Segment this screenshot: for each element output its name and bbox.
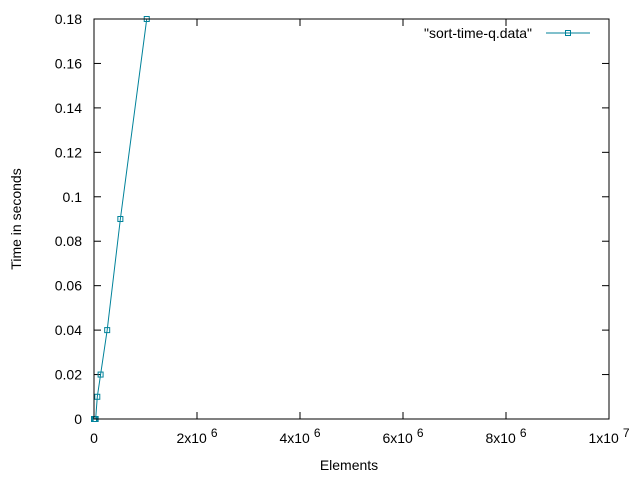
x-tick-exponent: 6 [520, 426, 527, 440]
x-tick-label: 4x10 6 [279, 426, 320, 446]
y-tick-label: 0.02 [55, 367, 82, 383]
x-tick-exponent: 6 [417, 426, 424, 440]
legend-label: "sort-time-q.data" [424, 25, 532, 41]
x-tick-label: 1x10 7 [588, 426, 629, 446]
y-tick-label: 0.16 [55, 55, 82, 71]
y-tick-label: 0.12 [55, 144, 82, 160]
x-tick-base: 0 [90, 430, 98, 446]
axis-ticks [93, 18, 610, 420]
y-tick-label: 0 [74, 411, 82, 427]
data-point [94, 393, 101, 400]
x-tick-labels: 0 2x10 6 4x10 6 6x10 6 8x10 6 1x10 7 [90, 426, 630, 446]
y-axis-label: Time in seconds [8, 168, 24, 269]
legend: "sort-time-q.data" [424, 25, 590, 41]
x-tick-label: 0 [90, 430, 98, 446]
y-tick-label: 0.18 [55, 11, 82, 27]
x-tick-base: 2x10 [176, 430, 207, 446]
y-tick-label: 0.06 [55, 278, 82, 294]
data-point [104, 327, 111, 334]
y-tick-labels: 0 0.02 0.04 0.06 0.08 0.1 0.12 0.14 0.16 0.18 [55, 11, 82, 427]
x-tick-label: 2x10 6 [176, 426, 217, 446]
x-tick-base: 6x10 [382, 430, 413, 446]
y-tick-label: 0.14 [55, 100, 82, 116]
series-group [91, 16, 150, 422]
x-axis-label: Elements [320, 457, 378, 473]
y-tick-label: 0.08 [55, 233, 82, 249]
legend-marker-sample [565, 30, 571, 36]
x-tick-base: 4x10 [279, 430, 310, 446]
plot-frame [93, 18, 610, 420]
y-tick-label: 0.04 [55, 322, 82, 338]
x-tick-base: 1x10 [588, 430, 619, 446]
y-tick-label: 0.1 [63, 189, 83, 205]
series-line [94, 18, 148, 420]
x-tick-exponent: 6 [211, 426, 218, 440]
x-tick-label: 8x10 6 [485, 426, 526, 446]
x-tick-base: 8x10 [485, 430, 516, 446]
x-tick-label: 6x10 6 [382, 426, 423, 446]
x-tick-exponent: 7 [623, 426, 630, 440]
data-point [117, 216, 124, 222]
x-tick-exponent: 6 [314, 426, 321, 440]
data-point [97, 371, 104, 378]
